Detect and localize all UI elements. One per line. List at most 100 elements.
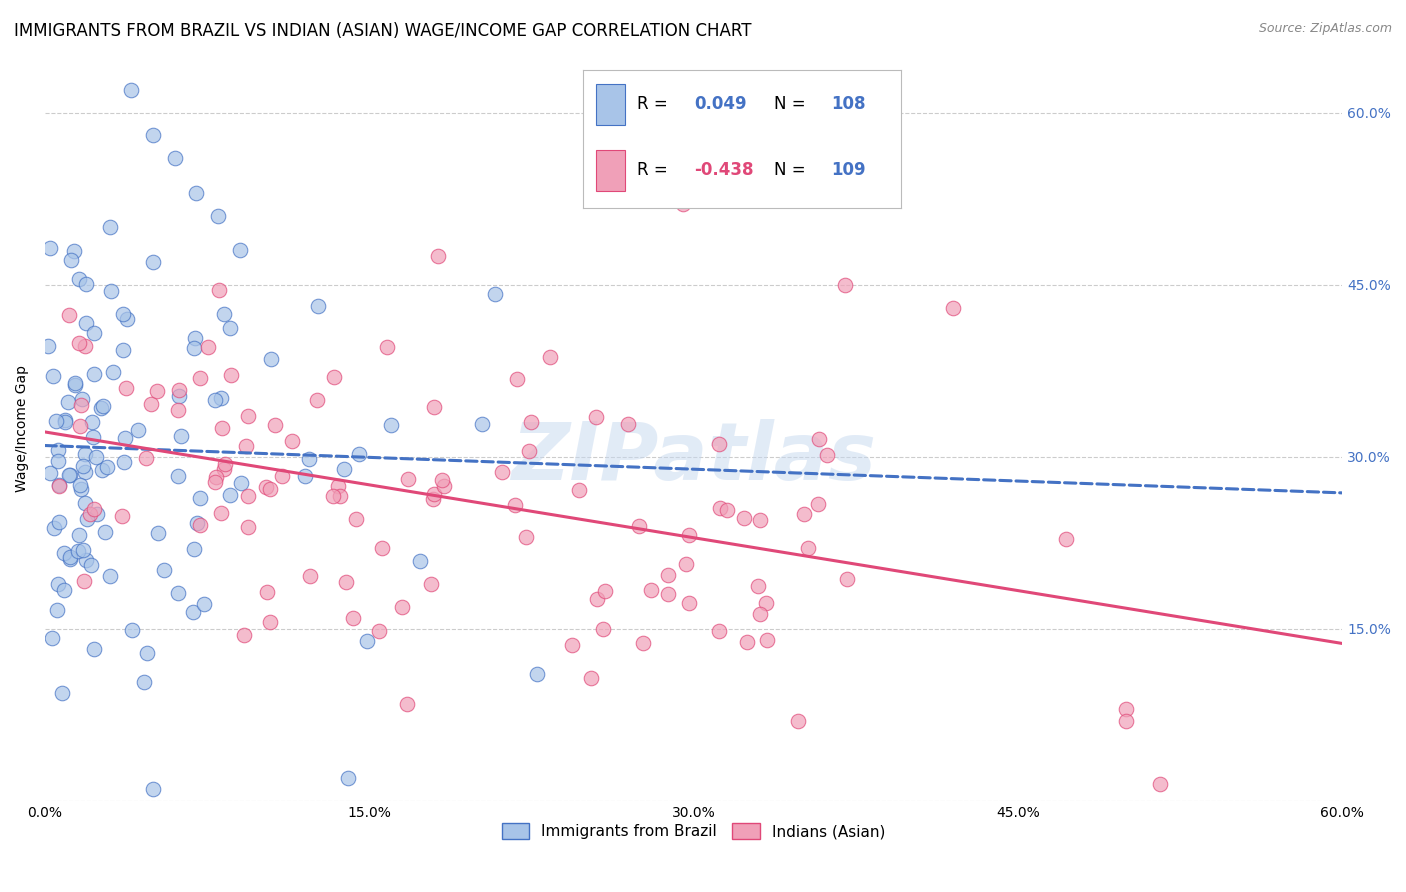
Point: [1115, 702, 1137, 716]
Point: [186, 186, 208, 200]
Text: Source: ZipAtlas.com: Source: ZipAtlas.com: [1258, 22, 1392, 36]
Point: [617, 417, 640, 431]
Point: [135, 450, 157, 465]
Point: [115, 381, 138, 395]
Point: [48, 479, 70, 493]
Point: [153, 563, 176, 577]
Point: [427, 249, 450, 263]
Point: [132, 674, 155, 689]
Point: [568, 483, 591, 498]
Point: [45, 413, 67, 427]
Point: [41, 632, 63, 646]
Point: [37, 339, 59, 353]
Point: [80, 415, 103, 429]
Point: [167, 469, 190, 483]
Point: [82, 430, 104, 444]
Point: [214, 458, 236, 472]
Point: [208, 283, 231, 297]
Point: [815, 448, 838, 462]
Point: [96, 460, 118, 475]
Point: [98, 220, 121, 235]
Point: [193, 598, 215, 612]
Point: [657, 568, 679, 582]
Point: [538, 350, 561, 364]
Point: [433, 478, 456, 492]
Point: [167, 585, 190, 599]
Point: [657, 587, 679, 601]
Point: [111, 307, 134, 321]
Point: [83, 642, 105, 657]
Point: [835, 572, 858, 586]
Point: [69, 477, 91, 491]
Point: [214, 307, 236, 321]
Point: [67, 528, 90, 542]
Point: [231, 476, 253, 491]
Point: [271, 469, 294, 483]
Point: [72, 392, 94, 407]
Point: [212, 462, 235, 476]
Point: [53, 546, 76, 560]
Point: [263, 418, 285, 433]
Point: [53, 413, 76, 427]
Y-axis label: Wage/Income Gap: Wage/Income Gap: [15, 365, 30, 491]
Point: [716, 503, 738, 517]
Point: [298, 569, 321, 583]
Point: [807, 497, 830, 511]
Point: [675, 557, 697, 571]
Point: [188, 517, 211, 532]
Point: [111, 343, 134, 357]
Point: [748, 607, 770, 622]
Point: [281, 434, 304, 449]
Legend: Immigrants from Brazil, Indians (Asian): Immigrants from Brazil, Indians (Asian): [495, 817, 891, 846]
Point: [678, 528, 700, 542]
Point: [585, 410, 607, 425]
Point: [197, 340, 219, 354]
Point: [72, 543, 94, 558]
Point: [183, 542, 205, 557]
Point: [219, 488, 242, 502]
Point: [1056, 532, 1078, 546]
Point: [335, 574, 357, 589]
Point: [233, 627, 256, 641]
Point: [294, 469, 316, 483]
Point: [735, 635, 758, 649]
Point: [56, 395, 79, 409]
Point: [432, 473, 454, 487]
Point: [471, 417, 494, 432]
Point: [219, 368, 242, 383]
Point: [423, 400, 446, 414]
Point: [515, 531, 537, 545]
Point: [747, 579, 769, 593]
Point: [336, 771, 359, 785]
Point: [72, 458, 94, 473]
Point: [100, 284, 122, 298]
Point: [585, 592, 607, 607]
Point: [1149, 777, 1171, 791]
Point: [228, 243, 250, 257]
Point: [60, 253, 83, 268]
Point: [63, 377, 86, 392]
Point: [517, 443, 540, 458]
Point: [678, 595, 700, 609]
Point: [356, 634, 378, 648]
Point: [259, 615, 281, 629]
Point: [834, 277, 856, 292]
Point: [53, 415, 76, 429]
Point: [219, 320, 242, 334]
Point: [733, 511, 755, 525]
Point: [52, 582, 75, 597]
Point: [593, 583, 616, 598]
Point: [39, 241, 62, 255]
Point: [163, 152, 186, 166]
Point: [371, 541, 394, 555]
Point: [709, 501, 731, 516]
Point: [59, 549, 82, 564]
Point: [75, 552, 97, 566]
Point: [169, 389, 191, 403]
Point: [58, 551, 80, 566]
Text: ZIPatlas: ZIPatlas: [512, 419, 876, 497]
Point: [328, 478, 350, 492]
Point: [46, 576, 69, 591]
Point: [76, 512, 98, 526]
Point: [422, 492, 444, 507]
